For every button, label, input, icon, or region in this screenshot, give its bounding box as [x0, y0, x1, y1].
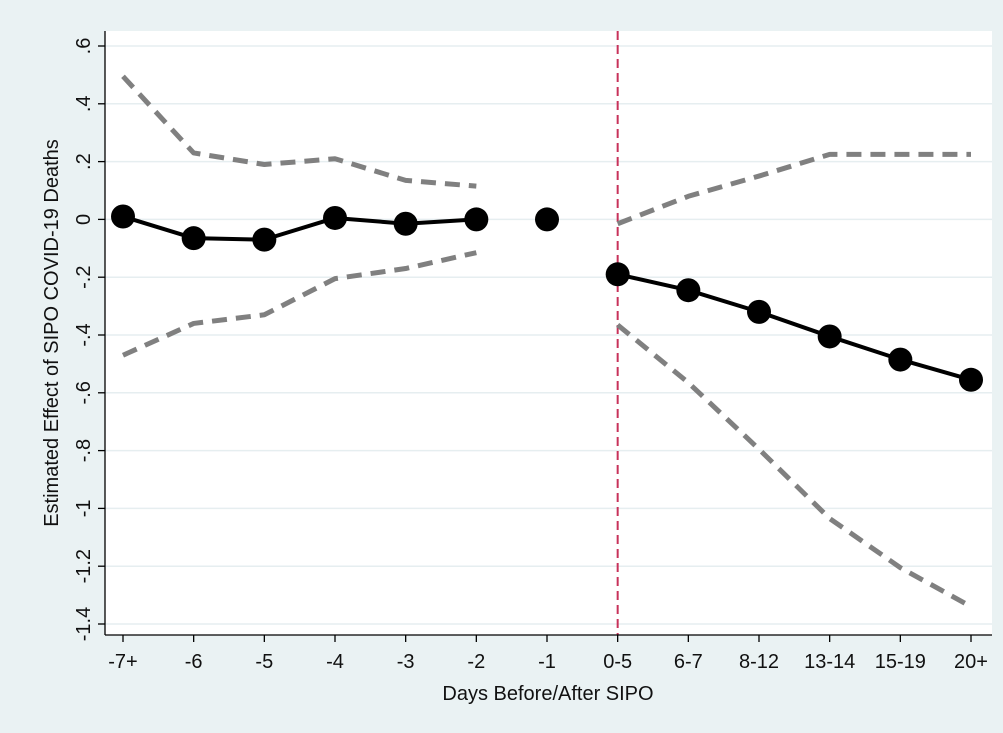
x-tick-label: -5 — [255, 651, 273, 673]
estimate-marker — [747, 299, 771, 324]
axes: .6 .4 .2 0 -.2 -.4 -.6 -.8 -1 -1.2 -1.4 -7+ -6 -5 -4 -3… — [73, 31, 992, 673]
y-tick-label: -1.4 — [73, 607, 95, 641]
y-tick-label: -1.2 — [73, 549, 95, 583]
x-axis-title: Days Before/After SIPO — [442, 683, 653, 705]
y-tick-label: .6 — [73, 38, 95, 55]
x-tick-label: 0-5 — [603, 651, 632, 673]
x-tick-label: -3 — [397, 651, 415, 673]
confidence-interval-lines — [121, 74, 973, 609]
estimate-marker — [817, 324, 842, 349]
y-tick-label: -.2 — [73, 266, 95, 289]
x-tick-label: -6 — [185, 651, 203, 673]
x-tick-label: 8-12 — [739, 651, 779, 673]
estimate-marker — [535, 207, 559, 232]
estimate-marker — [323, 205, 347, 230]
estimate-marker — [888, 347, 913, 372]
lower-ci-line — [616, 322, 973, 609]
y-tick-label: -1 — [73, 500, 95, 518]
x-tick-label: 20+ — [954, 651, 988, 673]
y-tick-label: 0 — [73, 214, 95, 225]
plot-area — [105, 31, 992, 635]
x-tick-label: -4 — [326, 651, 344, 673]
estimate-marker — [181, 226, 206, 251]
y-tick-label: .4 — [73, 95, 95, 112]
estimate-marker — [252, 227, 277, 252]
x-tick-label: -1 — [538, 651, 556, 673]
estimate-marker — [393, 211, 418, 236]
x-tick-label: 6-7 — [674, 651, 703, 673]
gridlines — [105, 45, 992, 625]
x-tick-label: -2 — [467, 651, 485, 673]
y-axis-title: Estimated Effect of SIPO COVID-19 Deaths — [41, 139, 63, 527]
estimate-marker — [676, 278, 701, 303]
x-tick-label: -7+ — [108, 651, 137, 673]
estimate-line — [617, 272, 972, 382]
y-tick-label: -.4 — [73, 323, 95, 346]
estimate-marker — [959, 367, 983, 392]
estimate-line-group — [111, 204, 983, 392]
x-tick-label: 13-14 — [804, 651, 855, 673]
y-tick-label: -.8 — [73, 439, 95, 462]
y-tick-label: -.6 — [73, 381, 95, 404]
y-tick-label: .2 — [73, 153, 95, 170]
upper-ci-line — [121, 74, 477, 189]
x-tick-label: 15-19 — [875, 651, 926, 673]
estimate-marker — [111, 204, 135, 229]
estimate-marker — [605, 262, 630, 287]
estimate-marker — [464, 207, 489, 232]
